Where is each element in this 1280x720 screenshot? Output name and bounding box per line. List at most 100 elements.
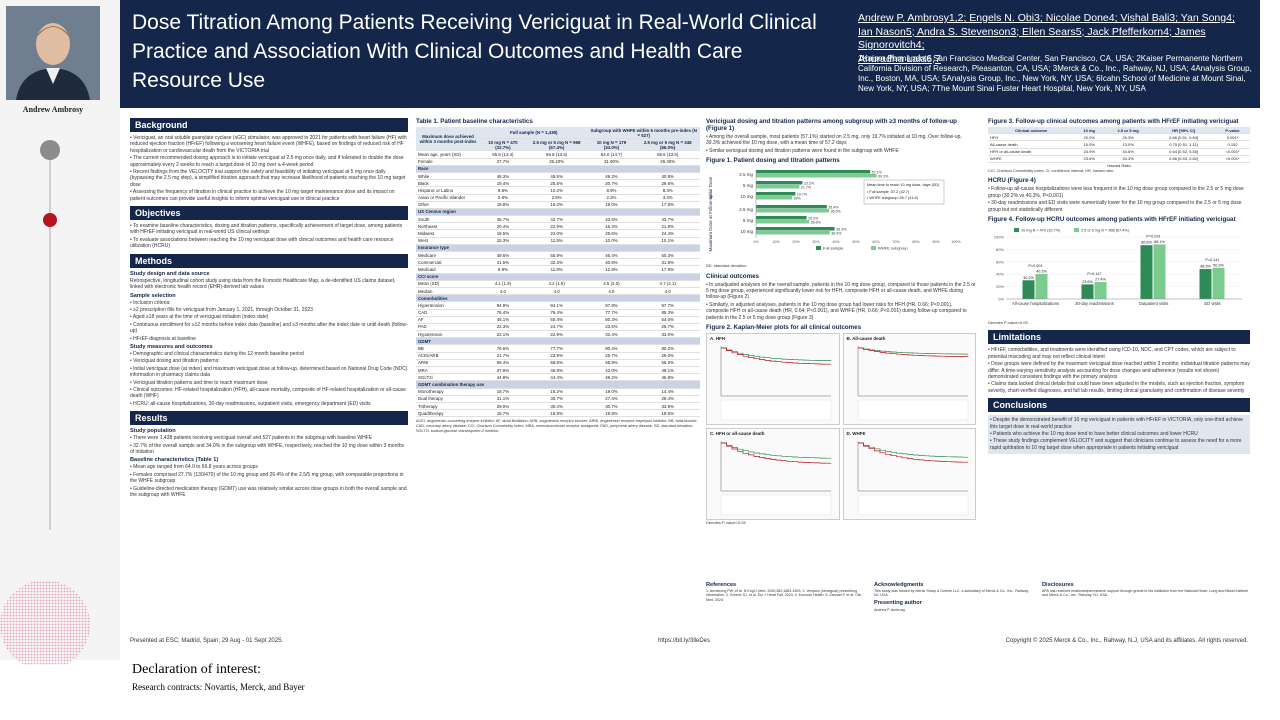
km-curve <box>857 442 968 458</box>
table-header: 10 mg N = 470 (32.7%) <box>480 138 526 152</box>
decorative-dotted-circle <box>0 580 90 665</box>
y-tick-label: 80% <box>996 247 1004 252</box>
data-label: 86.8% <box>1141 241 1152 245</box>
table-row: Medicare 49.6% 55.9% 46.4% 50.3% <box>416 251 700 260</box>
table-cell: 45.7% <box>480 215 526 224</box>
tick-label: 2.5 mg <box>739 207 753 212</box>
table-row: GDMT combination therapy use <box>416 380 700 389</box>
sample-title: Sample selection <box>130 292 176 299</box>
p-value-label: P<0.001 <box>1028 264 1042 268</box>
table-cell: 31.1% <box>480 395 526 403</box>
table-cell: 27.4% <box>587 395 636 403</box>
bullet-item: • Vericiguat titration patterns and time… <box>130 379 268 386</box>
table-cell: 28.4% <box>635 395 700 403</box>
table-row-label: Median <box>416 287 480 296</box>
table-row-label: Hypotension <box>416 330 480 339</box>
presenter-photo <box>6 6 100 100</box>
table-cell: 48.3% <box>480 172 526 181</box>
table-cell: 10.1% <box>635 237 700 245</box>
km-risk-table <box>720 399 832 421</box>
table-cell: 19.8% <box>480 201 526 209</box>
forest-row: HFH 20.0% 26.3% 0.66 [0.51, 0.84] 0.001* <box>988 133 1250 142</box>
background-heading: Background <box>130 118 408 132</box>
table-cell: 97.7% <box>635 301 700 310</box>
table-row-label: Mean (SD) <box>416 280 480 288</box>
bullet-item: • Assessing the frequency of titration i… <box>130 189 395 202</box>
objectives-heading: Objectives <box>130 206 408 221</box>
table-cell: 19.5% <box>635 409 700 418</box>
table-row: Asian or Pacific Islander 2.8% 2.8% 2.2% 3.4… <box>416 194 700 202</box>
table-row-label: PAD <box>416 323 480 332</box>
table-cell: 31.90% <box>587 158 636 166</box>
table-cell: 43.0% <box>587 366 636 375</box>
table-header: 2.5 mg or 5 mg N = 348 (66.0%) <box>635 138 700 152</box>
hcru-list: • Follow-up all-cause hospitalizations w… <box>988 186 1250 213</box>
table-cell: 10.2% <box>525 186 588 195</box>
table-row: Comorbidities <box>416 294 700 303</box>
km-risk-table <box>857 399 968 421</box>
table-row-label: South <box>416 215 480 224</box>
table-cell: 58.6% <box>525 359 588 368</box>
table-cell: 45.5% <box>525 172 588 181</box>
timeline-track <box>49 140 51 530</box>
bar <box>1153 244 1166 299</box>
forest-cell: WHFE <box>988 155 1075 163</box>
forest-row: HFH or all-cause death 24.9% 34.6% 0.64 [0.… <box>988 148 1250 156</box>
km-panel-death: B. All-cause death <box>842 333 976 426</box>
table-cell: 55.9% <box>525 251 588 260</box>
forest-cell: 0.001* <box>1215 133 1250 142</box>
table-cell: 27.7% <box>480 158 526 166</box>
km-grid: A. HFH B. All-cause death C. HFH or all-… <box>706 333 976 521</box>
category-label: Outpatient visits <box>1139 301 1169 306</box>
table-cell: 49.2% <box>587 373 636 382</box>
bar <box>1081 284 1094 299</box>
poster-url[interactable]: https://bit.ly/3lleDes <box>658 638 711 644</box>
tick-label: 10 mg <box>740 229 753 234</box>
measures-title: Study measures and outcomes <box>130 343 213 350</box>
table-cell: 97.8% <box>587 301 636 310</box>
bullet-item: • In unadjusted analyses on the overall … <box>706 281 976 301</box>
copyright: Copyright © 2025 Merck & Co., Inc., Rahw… <box>1005 638 1248 644</box>
km-risk-table <box>720 494 832 516</box>
table-cell: 3.4% <box>635 194 700 202</box>
km-risk-table <box>857 494 968 516</box>
disclosures: Disclosures APA has received relationshi… <box>1042 580 1250 613</box>
table-row: Northeast 20.4% 22.9% 16.2% 21.8% <box>416 222 700 231</box>
forest-table: Clinical outcome 10 mg 2.5 or 5 mg HR [95% … <box>988 127 1250 163</box>
references: References 1. Armstrong PW, et al. N Eng… <box>706 580 866 613</box>
timeline-dot-1[interactable] <box>40 140 60 160</box>
fig2-title: Figure 2. Kaplan-Meier plots for all cli… <box>706 324 862 332</box>
table-row: Commercial 41.5% 32.3% 40.8% 31.9% <box>416 258 700 267</box>
timeline-dot-2[interactable] <box>43 213 57 227</box>
x-tick-label: 90% <box>932 240 940 244</box>
table-cell: 23.9% <box>525 352 588 360</box>
objectives-list: • To examine baseline characteristics, d… <box>130 223 408 250</box>
bullet-item: • Aged ≥18 years at the time of vericigu… <box>130 314 269 321</box>
bar <box>756 185 800 189</box>
forest-axis-label: Hazard Ratio <box>1107 162 1131 168</box>
x-tick-label: 30% <box>812 240 820 244</box>
figure-1-chart: 2.5 mg 57.1%60.3% 5 mg 23.2%21.7% 10 mg 19.7%… <box>708 170 961 252</box>
data-label: 18% <box>794 197 802 201</box>
table-row: Black 19.4% 25.5% 20.7% 29.6% <box>416 179 700 188</box>
design-title: Study design and data source <box>130 270 210 277</box>
bullet-item: • HFrEF diagnosis at baseline <box>130 335 196 342</box>
table-cell: 43.6% <box>587 215 636 224</box>
table-cell: 29.0% <box>635 352 700 360</box>
category-label: 30-day readmissions <box>1075 301 1114 306</box>
bar <box>1140 245 1153 299</box>
bar <box>1094 281 1107 299</box>
table-row-label: Medicaid <box>416 265 480 274</box>
forest-header: 2.5 or 5 mg <box>1104 127 1153 135</box>
table-cell: 33.9% <box>635 402 700 411</box>
table-cell: 21.8% <box>635 222 700 231</box>
table-row-label: Tritherapy <box>416 402 480 411</box>
table-cell: 80.2% <box>635 344 700 353</box>
table-cell: 30.4% <box>525 402 588 411</box>
table-cell: 22.9% <box>525 330 588 339</box>
data-label: 36.9% <box>831 232 842 236</box>
table-cell: 15.7% <box>480 409 526 418</box>
forest-cell: 0.64 [0.52, 0.80] <box>1152 148 1216 156</box>
table-col-label: Maximum dose achieved within 3 months po… <box>416 127 480 152</box>
table-cell: 56.0% <box>635 359 700 368</box>
